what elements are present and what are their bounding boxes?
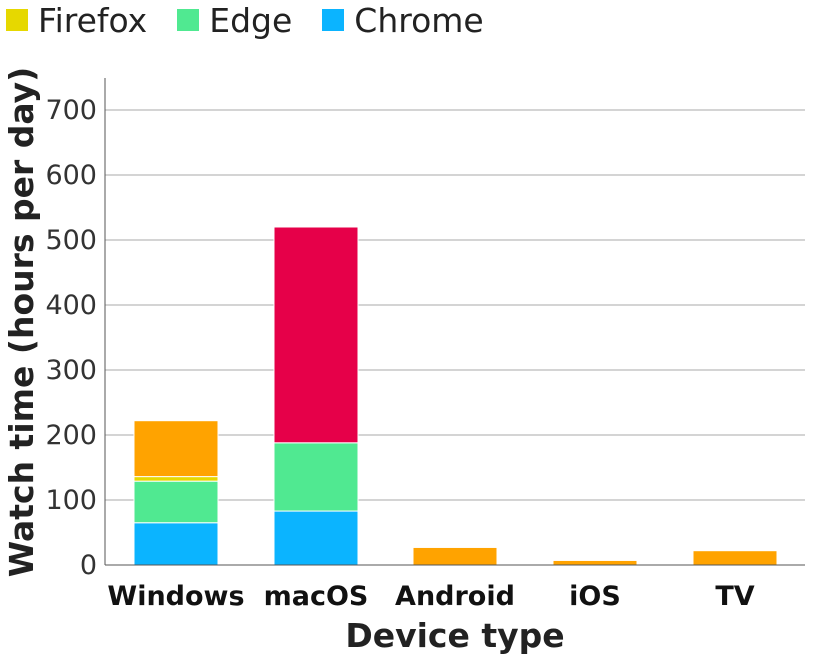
y-tick-labels: 0 100 200 300 400 500 600 700 — [45, 95, 97, 581]
legend-item-edge: Edge — [177, 1, 292, 40]
x-category-labels: Windows macOS Android iOS TV — [107, 581, 754, 612]
x-tick-label-macos: macOS — [264, 581, 369, 612]
legend-label-chrome: Chrome — [354, 0, 484, 40]
x-axis-title: Device type — [345, 616, 564, 655]
bars — [133, 226, 778, 566]
chart-legend: Firefox Edge Chrome — [6, 0, 514, 40]
bar-windows-chrome — [133, 522, 219, 566]
grid-lines — [105, 109, 805, 501]
x-tick-label-android: Android — [395, 581, 515, 612]
y-tick-label-100: 100 — [45, 485, 97, 516]
y-tick-label-200: 200 — [45, 420, 97, 451]
legend-label-edge: Edge — [209, 0, 293, 40]
y-tick-label-0: 0 — [80, 550, 97, 581]
bar-tv-series-5 — [692, 550, 778, 566]
bar-windows-edge — [133, 480, 219, 524]
y-axis-title: Watch time (hours per day) — [2, 67, 41, 578]
y-tick-label-700: 700 — [45, 95, 97, 126]
legend-swatch-edge — [177, 9, 200, 31]
y-tick-label-500: 500 — [45, 225, 97, 256]
y-tick-label-600: 600 — [45, 160, 97, 191]
x-tick-label-windows: Windows — [107, 581, 244, 612]
bar-macos-series-4 — [273, 226, 359, 444]
legend-swatch-chrome — [322, 9, 345, 31]
x-tick-label-ios: iOS — [569, 581, 621, 612]
bar-android-series-5 — [412, 546, 498, 566]
bar-macos-edge — [273, 442, 359, 512]
legend-swatch-firefox — [6, 9, 28, 31]
bar-windows-series-5 — [133, 420, 219, 478]
legend-item-chrome: Chrome — [322, 0, 484, 40]
legend-label-firefox: Firefox — [38, 0, 148, 40]
bar-ios-series-5 — [552, 559, 638, 566]
x-tick-label-tv: TV — [715, 581, 754, 612]
bar-windows-firefox — [133, 476, 219, 482]
y-tick-label-300: 300 — [45, 355, 97, 386]
bar-macos-chrome — [273, 510, 359, 566]
axes — [104, 78, 805, 566]
legend-item-firefox: Firefox — [6, 1, 147, 40]
y-tick-label-400: 400 — [45, 290, 97, 321]
